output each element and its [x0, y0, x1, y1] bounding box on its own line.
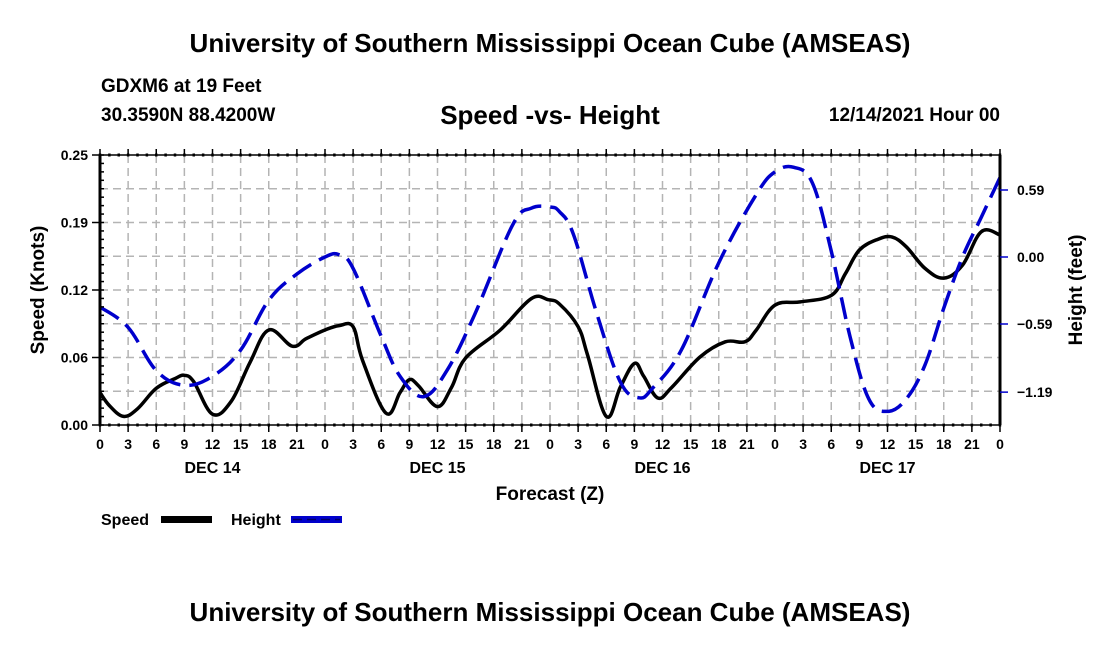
y2-axis-title: Height (feet): [1066, 235, 1087, 346]
axes: [92, 149, 1008, 432]
y2-tick-label: 0.59: [1017, 182, 1044, 198]
x-tick-label: 21: [289, 436, 305, 452]
legend: Speed Height: [101, 512, 342, 529]
x-tick-label: 9: [180, 436, 188, 452]
x-tick-label: 0: [96, 436, 104, 452]
y2-tick-label: 0.00: [1017, 249, 1044, 265]
x-tick-label: 6: [377, 436, 385, 452]
chart-title: Speed -vs- Height: [440, 100, 660, 130]
footer-title: University of Southern Mississippi Ocean…: [189, 597, 911, 627]
legend-height-swatch: [291, 516, 342, 523]
x-tick-label: 6: [602, 436, 610, 452]
x-tick-label: 0: [996, 436, 1004, 452]
x-tick-label: 9: [855, 436, 863, 452]
legend-height-label: Height: [231, 512, 281, 529]
legend-speed-label: Speed: [101, 512, 149, 529]
x-tick-label: 15: [683, 436, 699, 452]
x-tick-label: 3: [799, 436, 807, 452]
x-day-label: DEC 14: [184, 460, 240, 477]
y-tick-label: 0.00: [61, 417, 88, 433]
series-layer: [98, 164, 1002, 419]
x-tick-label: 0: [321, 436, 329, 452]
x-tick-label: 21: [964, 436, 980, 452]
x-tick-label: 3: [574, 436, 582, 452]
x-tick-label: 6: [152, 436, 160, 452]
grid: [100, 155, 1000, 425]
x-tick-label: 21: [739, 436, 755, 452]
x-day-label: DEC 15: [409, 460, 465, 477]
y-tick-label: 0.12: [61, 282, 88, 298]
station-label: GDXM6 at 19 Feet: [101, 76, 262, 97]
x-tick-label: 3: [124, 436, 132, 452]
x-tick-label: 12: [655, 436, 671, 452]
y-tick-label: 0.19: [61, 215, 88, 231]
x-tick-label: 0: [546, 436, 554, 452]
x-tick-label: 18: [936, 436, 952, 452]
x-tick-label: 21: [514, 436, 530, 452]
x-axis-title: Forecast (Z): [496, 484, 605, 505]
legend-speed-swatch: [161, 516, 212, 523]
x-tick-label: 12: [205, 436, 221, 452]
x-tick-label: 18: [261, 436, 277, 452]
x-tick-label: 15: [458, 436, 474, 452]
x-tick-label: 15: [233, 436, 249, 452]
y-tick-label: 0.06: [61, 350, 88, 366]
date-label: 12/14/2021 Hour 00: [828, 105, 1000, 126]
y-tick-label: 0.25: [61, 147, 88, 163]
x-day-label: DEC 17: [859, 460, 915, 477]
y2-tick-label: −1.19: [1017, 384, 1053, 400]
y2-tick-label: −0.59: [1017, 316, 1053, 332]
axis-labels: 0 3 6 9 12 15 18 21 0 3 6 9 12 15 18 21 0 3 6 9 12 15 18 21 0 3 6 9…: [61, 147, 1053, 477]
x-tick-label: 18: [711, 436, 727, 452]
y-axis-title: Speed (Knots): [28, 226, 49, 355]
x-tick-label: 12: [880, 436, 896, 452]
x-tick-label: 12: [430, 436, 446, 452]
coordinates-label: 30.3590N 88.4200W: [101, 105, 276, 126]
x-tick-label: 0: [771, 436, 779, 452]
series-height-line: [98, 164, 1002, 414]
x-tick-label: 9: [630, 436, 638, 452]
x-tick-label: 3: [349, 436, 357, 452]
series-speed-line: [98, 228, 1001, 419]
x-tick-label: 6: [827, 436, 835, 452]
x-tick-label: 9: [405, 436, 413, 452]
x-day-label: DEC 16: [634, 460, 690, 477]
x-tick-label: 15: [908, 436, 924, 452]
main-title: University of Southern Mississippi Ocean…: [189, 28, 911, 58]
x-tick-label: 18: [486, 436, 502, 452]
